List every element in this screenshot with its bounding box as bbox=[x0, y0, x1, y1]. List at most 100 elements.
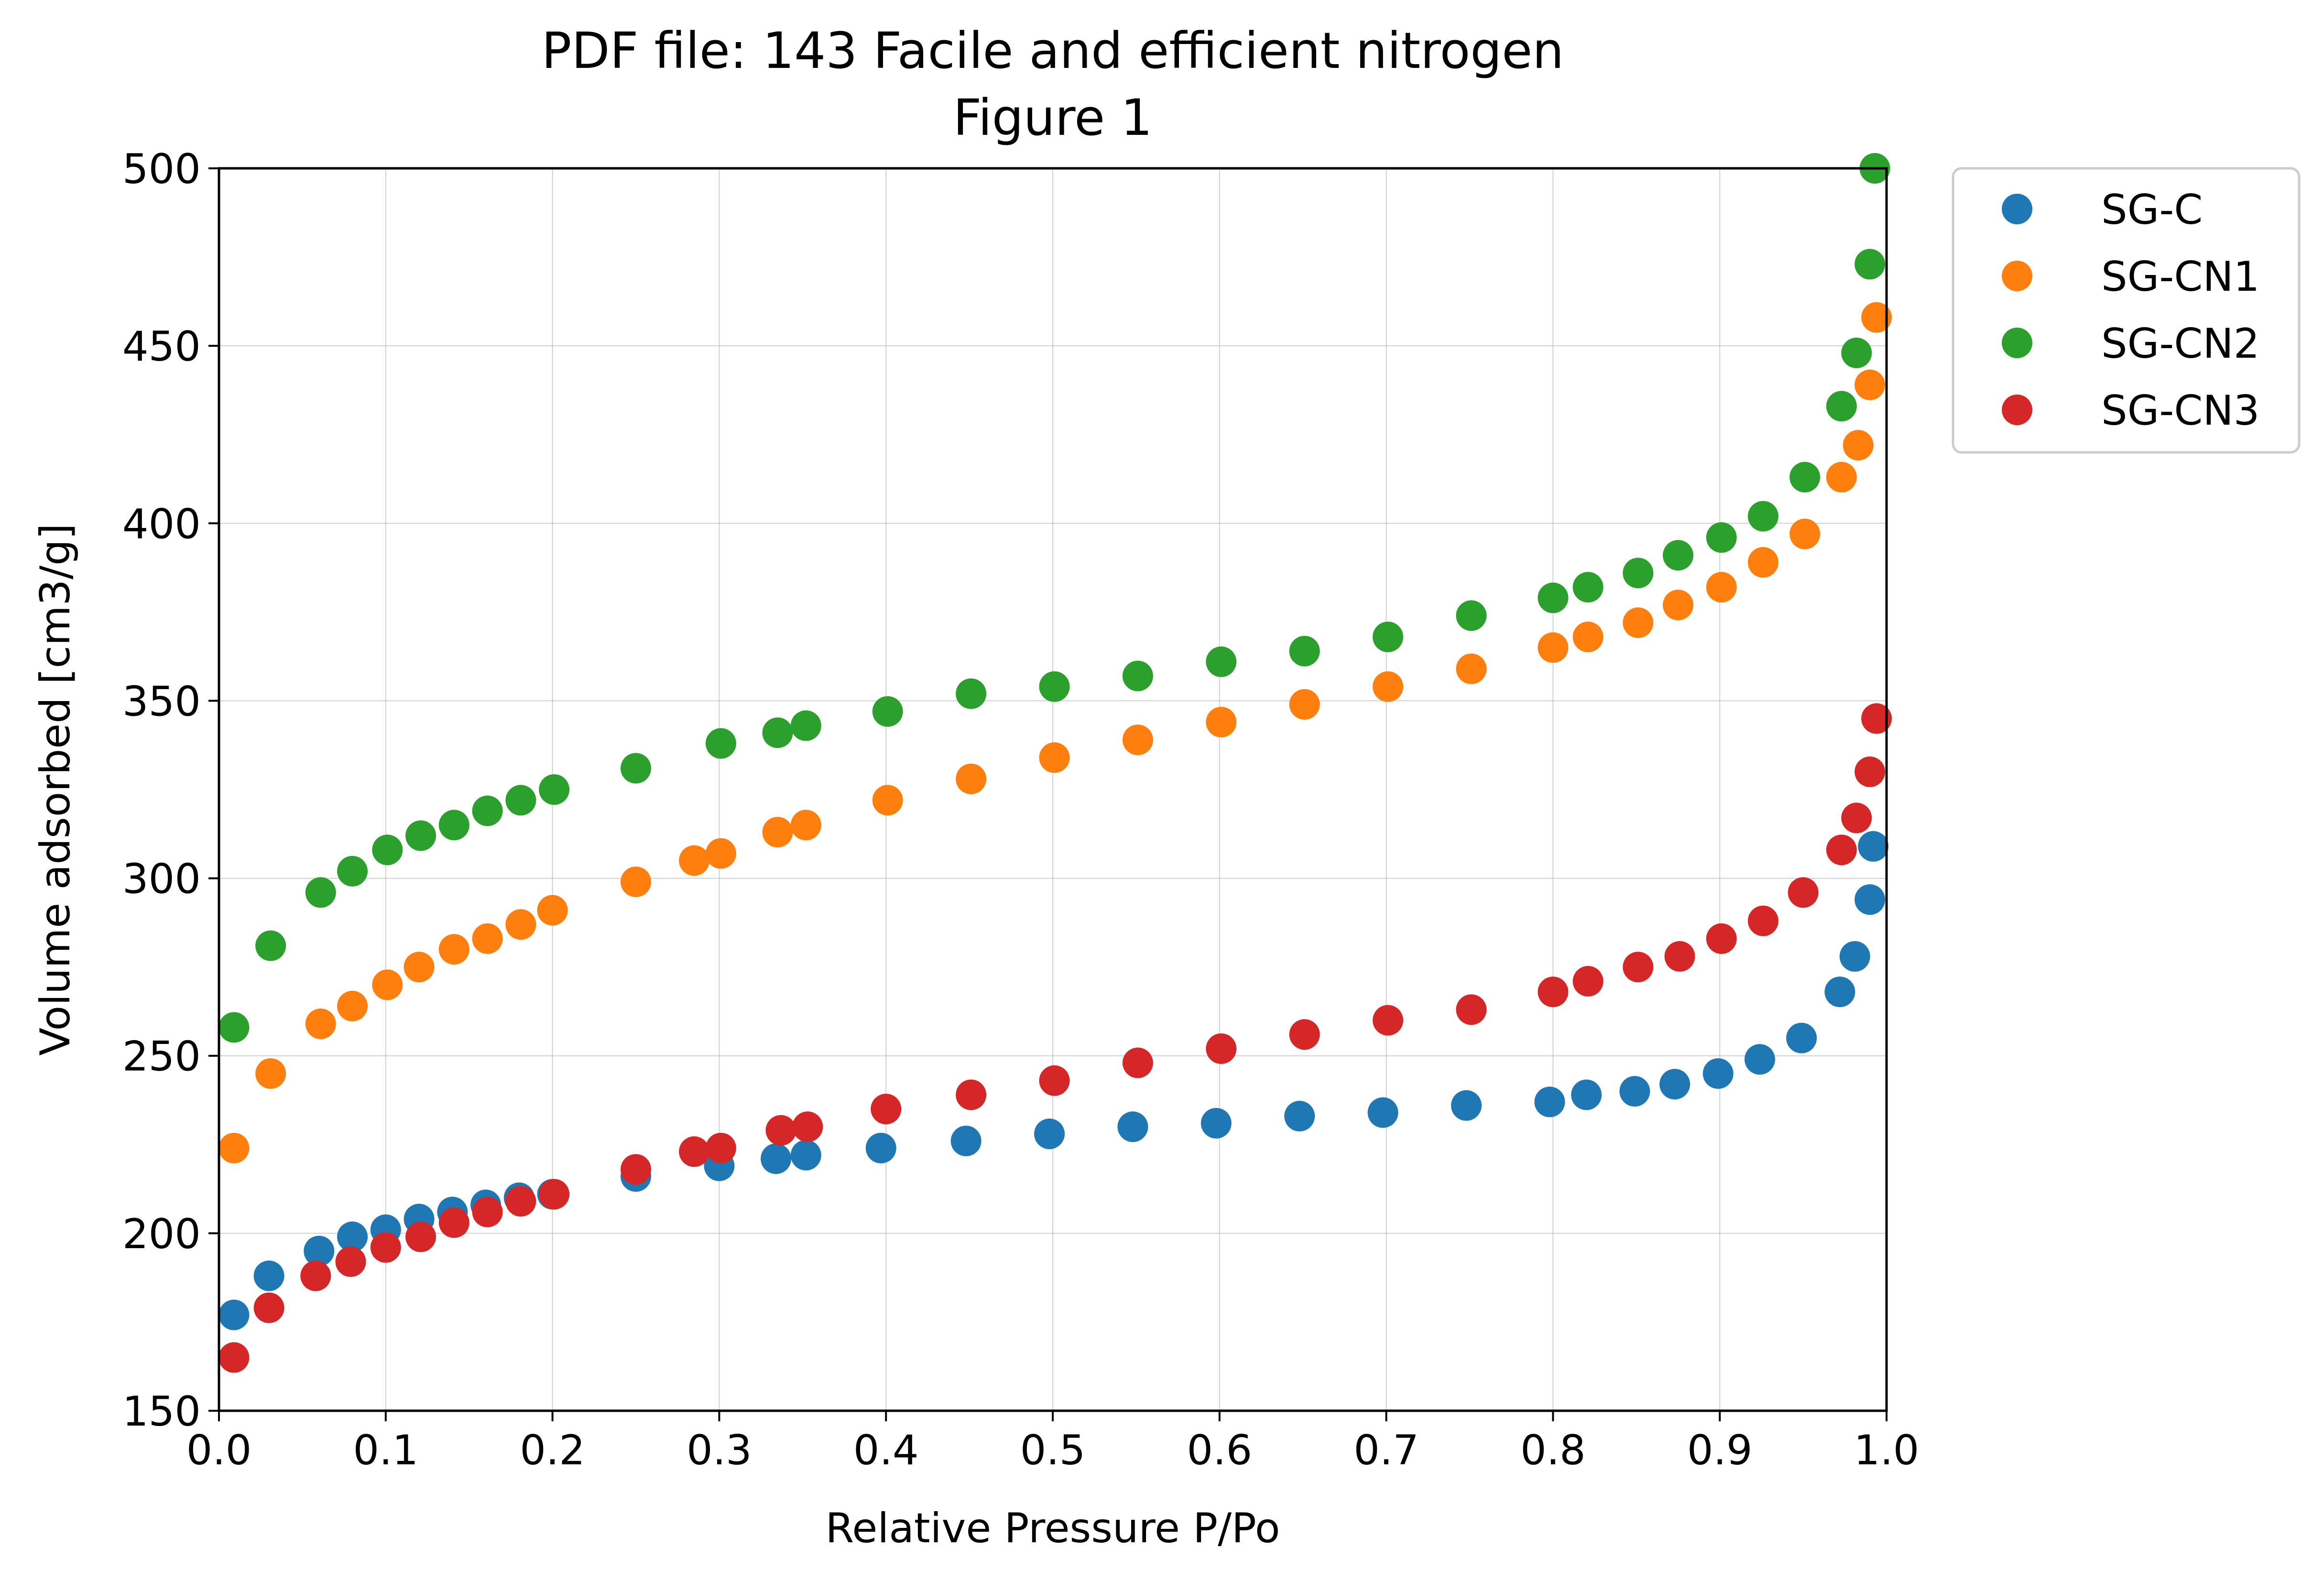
y-tick-label: 300 bbox=[122, 856, 201, 903]
data-point-sg-cn1 bbox=[218, 1132, 250, 1164]
data-point-sg-cn1 bbox=[438, 934, 469, 965]
data-point-sg-c bbox=[1571, 1079, 1602, 1110]
data-point-sg-cn1 bbox=[472, 923, 503, 954]
data-point-sg-cn3 bbox=[1373, 1005, 1404, 1036]
data-point-sg-cn2 bbox=[438, 810, 469, 841]
data-point-sg-cn2 bbox=[1039, 671, 1070, 702]
legend-marker-sg-cn3 bbox=[2002, 395, 2032, 425]
data-point-sg-cn3 bbox=[1623, 952, 1654, 983]
data-point-sg-cn1 bbox=[255, 1058, 286, 1089]
data-point-sg-cn3 bbox=[1039, 1065, 1070, 1096]
data-point-sg-c bbox=[337, 1221, 368, 1252]
data-point-sg-cn1 bbox=[790, 810, 821, 841]
data-point-sg-cn3 bbox=[1289, 1019, 1320, 1050]
data-point-sg-cn1 bbox=[1122, 725, 1153, 756]
legend-label-sg-cn1: SG-CN1 bbox=[2101, 253, 2259, 301]
data-point-sg-c bbox=[1744, 1044, 1775, 1075]
data-point-sg-cn3 bbox=[1841, 802, 1872, 834]
data-points bbox=[218, 153, 1892, 1373]
data-point-sg-cn2 bbox=[956, 678, 987, 709]
data-point-sg-cn3 bbox=[1456, 994, 1487, 1025]
x-tick-label: 0.8 bbox=[1520, 1427, 1586, 1474]
axis-ticks: 0.0 0.1 0.2 0.3 0.4 0.5 0.6 0.7 0.8 0.9 1.0 150 200 2… bbox=[122, 145, 1920, 1474]
data-point-sg-c bbox=[1839, 941, 1870, 972]
data-point-sg-cn1 bbox=[1855, 369, 1886, 400]
data-point-sg-cn1 bbox=[1706, 571, 1737, 603]
data-point-sg-cn3 bbox=[370, 1232, 401, 1263]
data-point-sg-c bbox=[1284, 1100, 1315, 1131]
legend-marker-sg-c bbox=[2002, 194, 2032, 224]
data-point-sg-cn3 bbox=[1572, 966, 1604, 997]
data-point-sg-c bbox=[1702, 1058, 1734, 1089]
y-tick-label: 250 bbox=[122, 1033, 201, 1081]
data-point-sg-cn3 bbox=[792, 1111, 823, 1142]
y-tick-label: 350 bbox=[122, 678, 201, 725]
legend-label-sg-cn2: SG-CN2 bbox=[2101, 320, 2259, 368]
data-point-sg-cn1 bbox=[1572, 621, 1604, 652]
x-tick-label: 0.9 bbox=[1687, 1427, 1753, 1474]
legend-marker-sg-cn1 bbox=[2002, 261, 2032, 291]
data-point-sg-cn3 bbox=[765, 1115, 796, 1146]
data-point-sg-cn2 bbox=[1623, 558, 1654, 589]
data-point-sg-c bbox=[1451, 1090, 1482, 1121]
data-point-sg-cn2 bbox=[1663, 540, 1693, 571]
data-point-sg-cn1 bbox=[537, 895, 568, 926]
data-point-sg-cn3 bbox=[1706, 923, 1737, 954]
data-point-sg-cn2 bbox=[1572, 571, 1604, 603]
data-point-sg-cn2 bbox=[1789, 461, 1821, 493]
x-axis-label: Relative Pressure P/Po bbox=[826, 1504, 1280, 1552]
data-point-sg-cn1 bbox=[505, 909, 536, 940]
y-tick-label: 450 bbox=[122, 323, 201, 371]
legend: SG-C SG-CN1 SG-CN2 SG-CN3 bbox=[1952, 167, 2301, 454]
data-point-sg-cn3 bbox=[1538, 977, 1569, 1008]
data-point-sg-c bbox=[253, 1260, 284, 1291]
chart-title-line-1: PDF file: 143 Facile and efficient nitro… bbox=[542, 22, 1564, 80]
data-point-sg-cn2 bbox=[218, 1012, 250, 1043]
data-point-sg-cn2 bbox=[1826, 391, 1857, 422]
data-point-sg-cn2 bbox=[1289, 636, 1320, 667]
data-point-sg-cn1 bbox=[1289, 689, 1320, 720]
data-point-sg-cn2 bbox=[505, 785, 536, 816]
data-point-sg-cn3 bbox=[218, 1342, 250, 1373]
data-point-sg-cn2 bbox=[305, 877, 336, 908]
data-point-sg-cn3 bbox=[1826, 834, 1857, 866]
data-point-sg-c bbox=[1855, 884, 1886, 915]
data-point-sg-cn3 bbox=[679, 1136, 710, 1167]
data-point-sg-cn3 bbox=[705, 1132, 736, 1164]
x-tick-label: 0.1 bbox=[353, 1427, 418, 1474]
data-point-sg-c bbox=[790, 1140, 821, 1171]
data-point-sg-cn3 bbox=[621, 1154, 651, 1185]
data-point-sg-c bbox=[950, 1125, 982, 1156]
data-point-sg-cn2 bbox=[705, 728, 736, 759]
data-point-sg-cn1 bbox=[705, 838, 736, 869]
data-point-sg-cn3 bbox=[405, 1221, 436, 1252]
data-point-sg-cn3 bbox=[1788, 877, 1819, 908]
legend-label-sg-cn3: SG-CN3 bbox=[2101, 387, 2259, 435]
data-point-sg-c bbox=[1117, 1111, 1148, 1142]
data-point-sg-cn1 bbox=[1747, 547, 1778, 578]
data-point-sg-c bbox=[304, 1235, 335, 1266]
data-point-sg-cn3 bbox=[871, 1094, 902, 1125]
data-point-sg-c bbox=[1824, 977, 1855, 1008]
data-point-sg-cn1 bbox=[337, 990, 368, 1021]
data-point-sg-cn3 bbox=[1664, 941, 1695, 972]
data-point-sg-cn3 bbox=[335, 1246, 366, 1277]
x-tick-label: 0.5 bbox=[1020, 1427, 1086, 1474]
x-tick-label: 0.0 bbox=[186, 1427, 252, 1474]
data-point-sg-cn1 bbox=[1623, 607, 1654, 638]
data-point-sg-cn1 bbox=[872, 785, 903, 816]
data-point-sg-cn2 bbox=[472, 795, 503, 826]
data-point-sg-cn2 bbox=[1122, 660, 1153, 692]
data-point-sg-cn3 bbox=[956, 1079, 987, 1110]
data-point-sg-cn2 bbox=[872, 696, 903, 727]
data-point-sg-cn2 bbox=[405, 820, 436, 851]
data-point-sg-cn1 bbox=[1789, 518, 1821, 549]
data-point-sg-cn3 bbox=[1855, 756, 1886, 787]
data-point-sg-cn3 bbox=[505, 1186, 536, 1217]
data-point-sg-cn3 bbox=[1747, 905, 1778, 936]
data-point-sg-cn3 bbox=[1861, 703, 1892, 734]
data-point-sg-cn2 bbox=[372, 834, 403, 866]
data-point-sg-cn2 bbox=[1706, 522, 1737, 553]
